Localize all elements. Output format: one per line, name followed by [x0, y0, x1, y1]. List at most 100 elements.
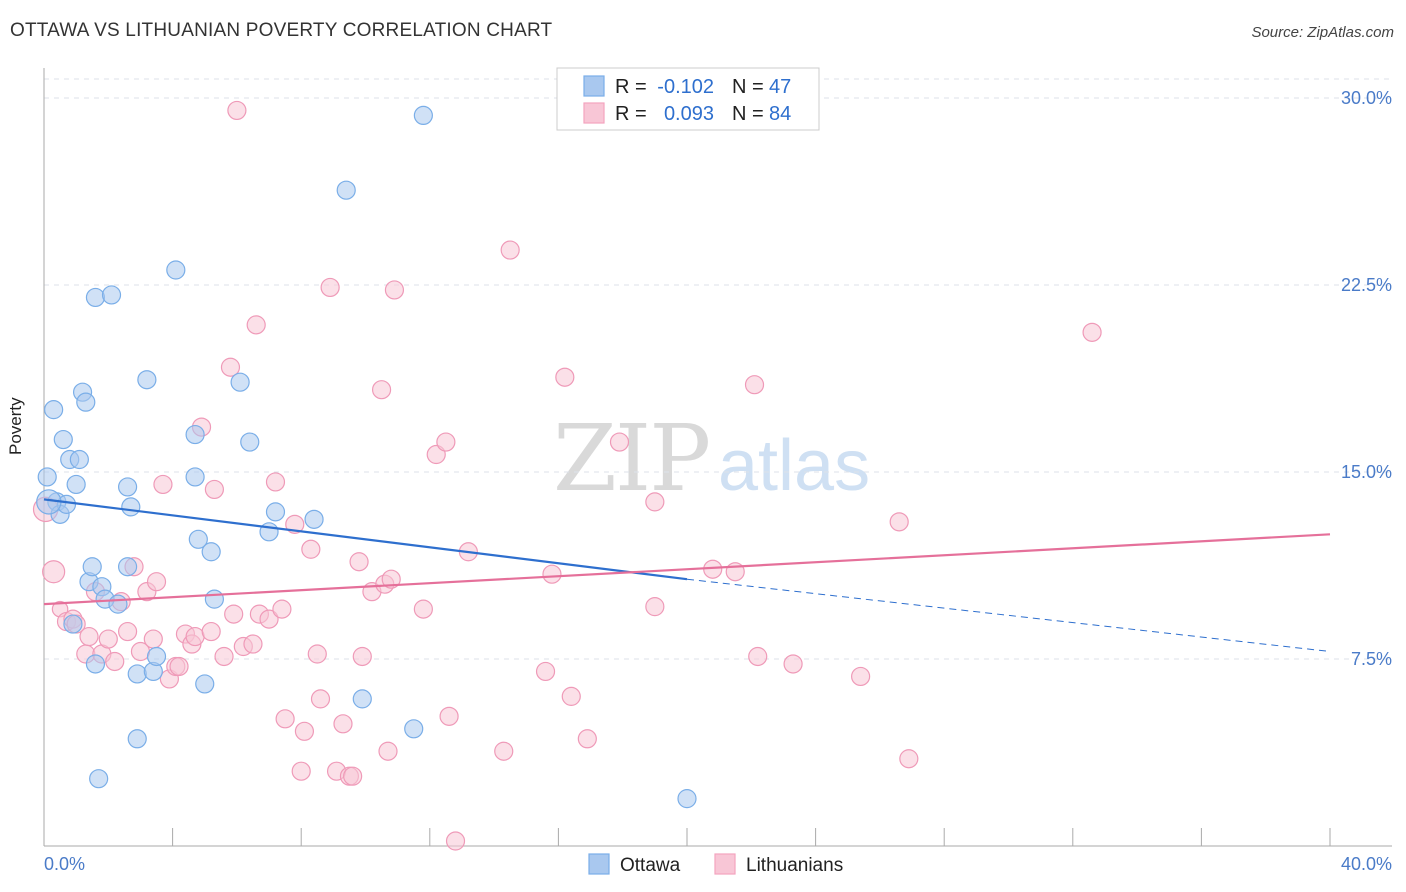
ottawa-point	[101, 285, 122, 305]
lithuanians-point	[349, 552, 369, 572]
lithuanians-point	[275, 709, 295, 729]
lithuanians-trendline	[43, 533, 1331, 606]
lithuanians-point	[291, 761, 311, 781]
ottawa-point	[76, 392, 96, 412]
stats-legend: R = -0.102 N = 47 R = 0.093 N = 84	[556, 67, 820, 131]
source-credit: Source: ZipAtlas.com	[1251, 24, 1394, 41]
lithuanians-point	[645, 492, 665, 512]
lithuanians-point	[272, 599, 292, 619]
lithuanians-point	[169, 656, 189, 677]
lithuanians-point	[378, 741, 398, 761]
ottawa-point	[127, 729, 147, 749]
ottawa-point	[240, 432, 260, 452]
lithuanians-point	[645, 597, 665, 617]
x-tick-label: 0.0%	[44, 854, 85, 874]
lithuanians-point	[98, 629, 118, 649]
legend-swatch	[583, 75, 605, 97]
lithuanians-point	[352, 646, 372, 667]
ottawa-point	[677, 789, 697, 809]
ottawa-point	[117, 557, 138, 577]
ottawa-point	[204, 589, 224, 609]
lithuanians-point	[146, 572, 167, 592]
ottawa-point	[121, 497, 141, 517]
ottawa-point	[230, 372, 250, 392]
lithuanians-point	[561, 686, 581, 706]
lithuanians-point	[445, 831, 466, 851]
lithuanians-point	[494, 741, 514, 761]
lithuanians-point	[535, 661, 556, 682]
y-tick-label: 22.5%	[1341, 275, 1392, 295]
ottawa-trendline	[43, 498, 688, 581]
legend-swatch	[588, 853, 610, 875]
lithuanians-point	[371, 380, 392, 400]
lithuanians-point	[500, 240, 520, 260]
ottawa-point	[166, 260, 186, 280]
ottawa-point	[53, 429, 73, 450]
legend-series-label: Lithuanians	[746, 855, 843, 876]
ottawa-point	[63, 614, 83, 634]
legend-n-value: 47	[769, 76, 791, 98]
legend-series-label: Ottawa	[620, 855, 681, 876]
lithuanians-point	[227, 100, 247, 121]
lithuanians-point	[748, 646, 768, 667]
lithuanians-point	[744, 375, 765, 395]
legend-swatch	[714, 853, 736, 875]
lithuanians-point	[381, 569, 401, 589]
ottawa-point	[146, 646, 167, 667]
lithuanians-point	[143, 629, 163, 649]
lithuanians-point	[555, 367, 575, 387]
watermark-atlas: atlas	[718, 426, 870, 506]
ottawa-point	[185, 467, 205, 487]
lithuanians-point	[220, 357, 241, 377]
lithuanians-point	[439, 706, 459, 726]
lithuanians-point	[105, 651, 125, 672]
ottawa-trendline-extension	[686, 578, 1331, 653]
lithuanians-point	[153, 474, 173, 495]
lithuanians-point	[851, 666, 871, 687]
lithuanians-point	[542, 564, 562, 584]
lithuanians-point	[577, 729, 597, 749]
lithuanians-point	[117, 621, 138, 642]
lithuanians-point	[310, 689, 331, 709]
lithuanians-point	[259, 609, 279, 629]
y-tick-label: 15.0%	[1341, 462, 1392, 482]
y-tick-label: 30.0%	[1341, 88, 1392, 108]
ottawa-point	[352, 689, 372, 709]
lithuanians-point	[79, 626, 99, 647]
x-tick-label: 40.0%	[1341, 854, 1392, 874]
ottawa-point	[82, 557, 102, 577]
lithuanians-point	[294, 721, 315, 741]
lithuanians-point	[609, 432, 630, 452]
lithuanians-point	[204, 479, 224, 500]
lithuanians-point	[384, 280, 405, 300]
legend-r-value: 0.093	[664, 103, 714, 125]
lithuanians-point	[185, 626, 205, 647]
lithuanians-point	[214, 646, 234, 667]
chart-title: OTTAWA VS LITHUANIAN POVERTY CORRELATION…	[10, 20, 553, 41]
lithuanians-point	[42, 560, 66, 584]
y-tick-label: 7.5%	[1351, 649, 1392, 669]
legend-r-label: R =	[615, 103, 647, 125]
legend-n-value: 84	[769, 103, 791, 125]
lithuanians-point	[246, 315, 266, 335]
watermark-zip: ZIP	[553, 405, 709, 512]
lithuanians-point	[783, 654, 803, 674]
ottawa-point	[195, 674, 215, 694]
lithuanians-point	[224, 604, 244, 624]
ottawa-point	[185, 424, 205, 445]
legend-swatch	[583, 102, 605, 124]
legend-n-label: N =	[732, 103, 764, 125]
lithuanians-point	[301, 539, 321, 559]
ottawa-point	[201, 542, 221, 562]
ottawa-point	[304, 509, 324, 529]
ottawa-point	[265, 502, 286, 522]
lithuanians-point	[201, 621, 221, 642]
ottawa-point	[89, 769, 109, 789]
lithuanians-point	[413, 599, 433, 619]
lithuanians-point	[320, 277, 340, 298]
lithuanians-point	[436, 432, 456, 452]
series-legend: Ottawa Lithuanians	[588, 853, 843, 876]
lithuanians-point	[285, 514, 305, 534]
ottawa-point	[85, 654, 106, 674]
